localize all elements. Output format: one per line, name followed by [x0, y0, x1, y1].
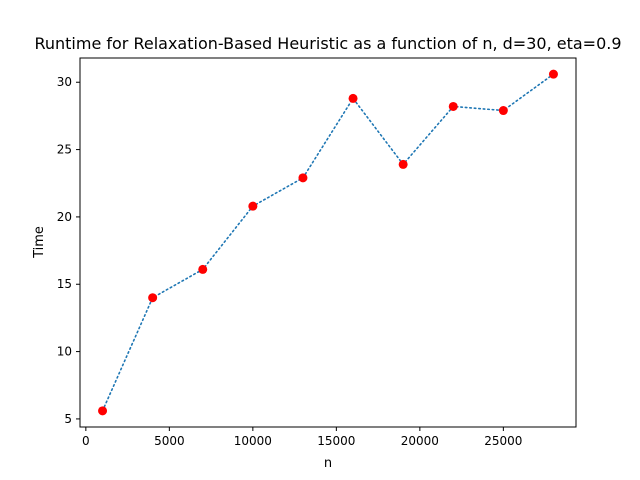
chart-title: Runtime for Relaxation-Based Heuristic a…: [34, 34, 621, 53]
series-layer: [98, 69, 558, 416]
x-tick-label: 0: [82, 434, 90, 448]
data-point: [98, 406, 108, 416]
data-point: [448, 101, 458, 111]
data-point: [298, 173, 308, 183]
x-axis-ticks: 0 5000 10000 15000 20000 25000: [82, 427, 522, 448]
x-tick-label: 10000: [234, 434, 272, 448]
y-tick-label: 15: [57, 277, 72, 291]
data-point: [548, 69, 558, 79]
x-tick-label: 15000: [317, 434, 355, 448]
y-tick-label: 30: [57, 75, 72, 89]
x-tick-label: 5000: [154, 434, 185, 448]
x-axis-label: n: [324, 456, 332, 471]
y-axis-ticks: 5 10 15 20 25 30: [57, 75, 80, 426]
y-tick-label: 20: [57, 210, 72, 224]
y-tick-label: 5: [64, 412, 72, 426]
data-point: [498, 106, 508, 116]
x-tick-label: 20000: [401, 434, 439, 448]
data-point: [198, 264, 208, 274]
series-line: [101, 73, 555, 412]
data-point: [348, 93, 358, 103]
data-point: [248, 201, 258, 211]
x-tick-label: 25000: [484, 434, 522, 448]
y-tick-label: 25: [57, 143, 72, 157]
y-tick-label: 10: [57, 345, 72, 359]
data-point: [398, 159, 408, 169]
plot-area: [80, 58, 576, 427]
data-point: [148, 293, 158, 303]
axes-frame: [79, 57, 577, 428]
y-axis-label: Time: [32, 226, 47, 259]
